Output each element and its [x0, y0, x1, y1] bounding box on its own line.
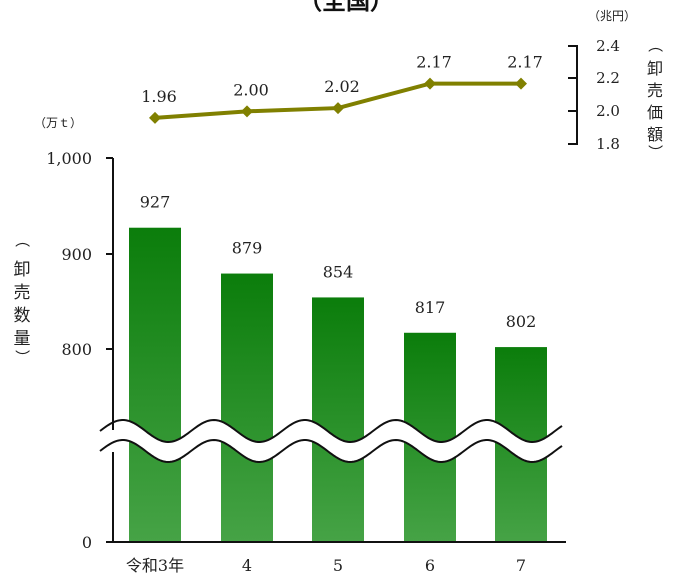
price-point-marker: [149, 111, 161, 124]
price-tick-label: 1.8: [596, 135, 620, 153]
axis-break-band: [100, 420, 562, 462]
price-point-marker: [515, 77, 527, 90]
x-tick-label: 6: [425, 556, 435, 575]
price-axis: （兆円） 2.4 2.2 2.0 1.8 （ 卸 売 価 額 ）: [568, 9, 664, 160]
price-value-label: 2.00: [233, 80, 269, 99]
volume-value-label: 817: [415, 298, 446, 317]
volume-series: 927 令和3年 879 4 854 5 817 6 802 7: [126, 193, 547, 575]
x-tick-label: 4: [242, 556, 252, 575]
volume-bar: [221, 273, 273, 542]
price-value-label: 2.17: [416, 53, 452, 72]
volume-tick-label: 800: [61, 340, 92, 359]
volume-axis: （万ｔ） （ 卸 売 数 量 ）: [13, 116, 82, 365]
axis-break-wave-bottom: [99, 438, 563, 464]
price-series: 1.96 2.00 2.02 2.17 2.17: [141, 53, 543, 124]
x-tick-label: 5: [333, 556, 343, 575]
volume-tick-label: 0: [82, 533, 92, 552]
volume-tick-label: 900: [61, 245, 92, 264]
volume-bar: [129, 227, 181, 542]
volume-unit-label: （万ｔ）: [34, 116, 82, 130]
price-axis-title-char: 売: [647, 81, 663, 100]
price-point-marker: [241, 105, 253, 118]
price-axis-title-char: ）: [646, 144, 664, 159]
price-value-label: 1.96: [141, 87, 177, 106]
price-value-label: 2.17: [507, 53, 543, 72]
price-point-marker: [424, 77, 436, 90]
volume-axis-title-char: 卸: [14, 260, 31, 280]
price-point-marker: [332, 102, 344, 115]
volume-axis-title-char: 売: [14, 283, 31, 303]
price-unit-label: （兆円）: [588, 9, 636, 23]
price-axis-title-char: 額: [647, 125, 663, 144]
volume-axis-title-char: （: [13, 232, 31, 247]
axis-break-wave-top: [99, 418, 563, 444]
volume-axis-title-char: 量: [14, 329, 31, 349]
price-axis-title-char: 卸: [647, 59, 663, 78]
price-tick-label: 2.4: [596, 37, 620, 55]
volume-axis-title-char: 数: [14, 306, 31, 326]
volume-value-label: 927: [140, 193, 171, 212]
price-axis-title-char: 価: [647, 103, 663, 122]
axis-break: [99, 418, 563, 464]
x-tick-label: 7: [516, 556, 526, 575]
volume-axis-title-char: ）: [13, 349, 31, 364]
volume-axis-lines: 1,000 900 800 0: [46, 149, 566, 552]
x-tick-label: 令和3年: [126, 556, 184, 575]
chart-title: （全国）: [298, 0, 394, 15]
volume-value-label: 879: [232, 239, 263, 258]
price-tick-label: 2.0: [596, 102, 620, 120]
volume-bar: [312, 297, 364, 542]
volume-value-label: 854: [323, 262, 354, 281]
volume-tick-label: 1,000: [46, 149, 92, 168]
price-tick-label: 2.2: [596, 69, 620, 87]
price-value-label: 2.02: [324, 77, 360, 96]
volume-value-label: 802: [506, 312, 537, 331]
price-axis-title-char: （: [646, 37, 664, 52]
